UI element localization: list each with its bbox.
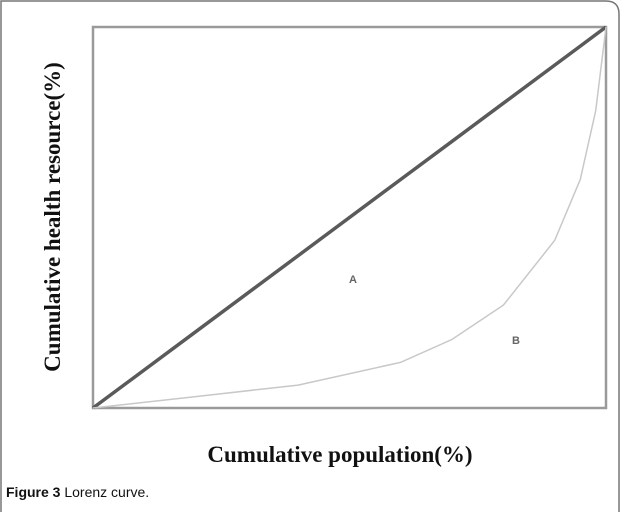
plot-frame	[91, 25, 608, 410]
x-axis-label: Cumulative population(%)	[207, 442, 472, 467]
caption: Figure 3 Lorenz curve.	[6, 484, 149, 500]
line	[92, 26, 607, 409]
region-label: A	[349, 274, 357, 286]
caption-label: Figure 3	[6, 484, 61, 500]
caption-text: Lorenz curve.	[64, 484, 149, 500]
line	[91, 25, 608, 410]
y-axis-label: Cumulative health resource(%)	[40, 62, 65, 372]
region-label: B	[512, 335, 520, 347]
